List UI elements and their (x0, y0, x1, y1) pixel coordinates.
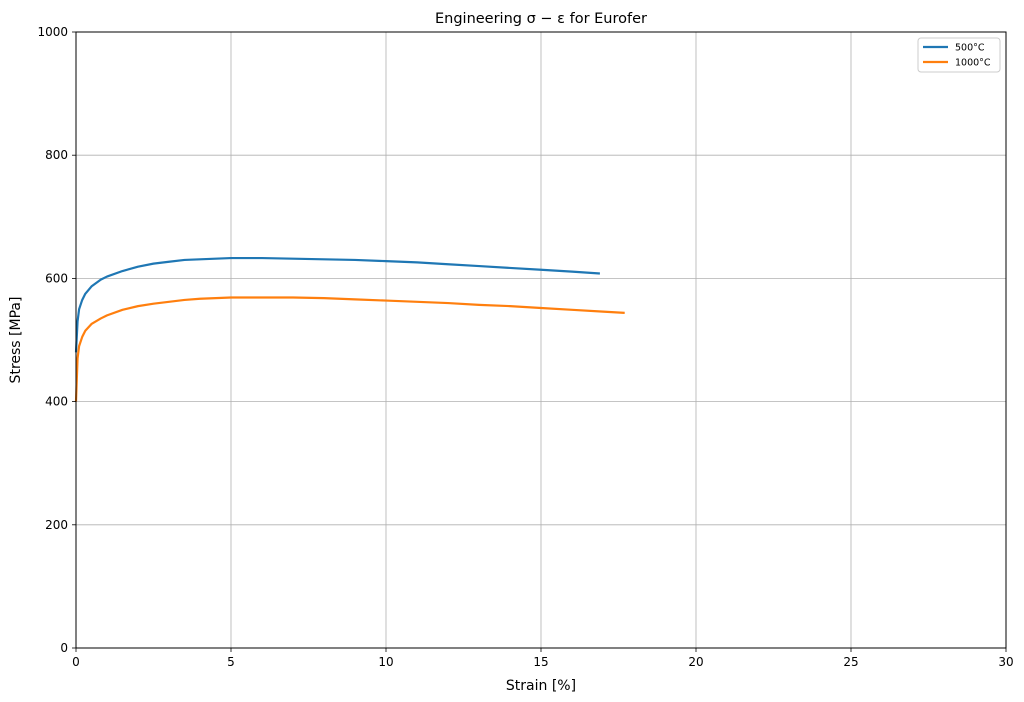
x-tick-label: 25 (843, 655, 858, 669)
x-tick-label: 5 (227, 655, 235, 669)
y-tick-label: 800 (45, 148, 68, 162)
series-line-1 (74, 296, 625, 402)
y-tick-label: 1000 (37, 25, 68, 39)
grid-lines (75, 31, 1007, 649)
axis-ticks: 0 5 10 15 20 25 30 0 200 400 600 800 1000 (37, 25, 1013, 669)
legend: 500°C 1000°C (917, 37, 1001, 73)
y-tick-label: 0 (60, 641, 68, 655)
y-tick-label: 200 (45, 518, 68, 532)
legend-label: 1000°C (955, 58, 991, 69)
y-tick-label: 600 (45, 271, 68, 285)
legend-label: 500°C (955, 43, 985, 54)
chart-title: Engineering σ − ε for Eurofer (435, 11, 647, 27)
x-tick-label: 30 (998, 655, 1013, 669)
y-tick-label: 400 (45, 395, 68, 409)
y-axis-label: Stress [MPa] (8, 297, 24, 384)
x-tick-label: 15 (533, 655, 548, 669)
series-line-0 (74, 256, 600, 353)
series-lines (74, 256, 625, 402)
x-tick-label: 20 (688, 655, 703, 669)
x-tick-label: 0 (72, 655, 80, 669)
x-axis-label: Strain [%] (506, 678, 576, 694)
x-tick-label: 10 (378, 655, 393, 669)
